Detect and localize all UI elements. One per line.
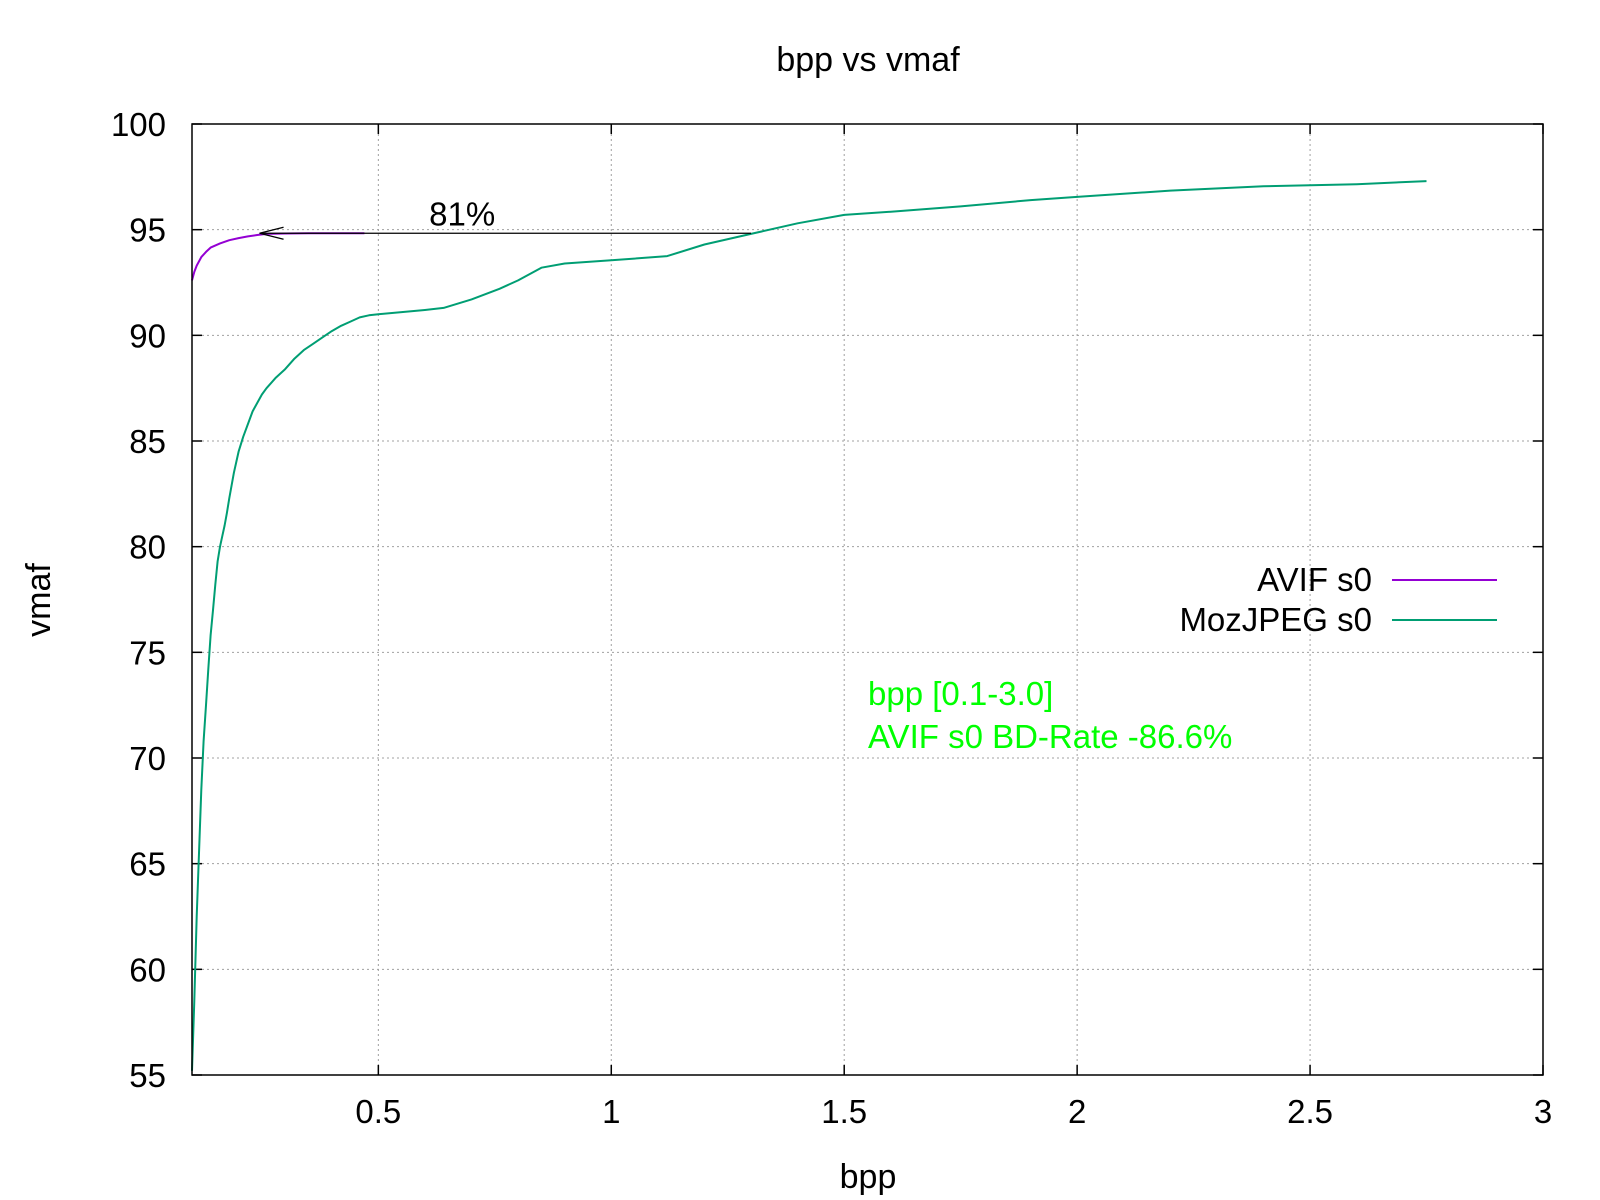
annotation-arrow-head <box>259 226 284 240</box>
y-tick-label: 70 <box>129 740 166 777</box>
series-line-mozjpeg <box>191 180 1427 1071</box>
legend-label: AVIF s0 <box>1257 561 1372 598</box>
series-line-avif <box>191 232 365 281</box>
y-tick-label: 90 <box>129 317 166 354</box>
grid-lines <box>192 124 1543 1075</box>
axis-ticks <box>192 123 1544 1076</box>
tick-labels: 0.5 1 1.5 2 2.5 3 55 60 65 70 75 80 85 90 95 100 <box>111 106 1552 1130</box>
x-tick-label: 2 <box>1068 1093 1086 1130</box>
y-tick-label: 65 <box>129 846 166 883</box>
x-axis-label: bpp <box>840 1158 897 1196</box>
y-tick-label: 100 <box>111 106 166 143</box>
y-tick-label: 60 <box>129 951 166 988</box>
y-tick-label: 75 <box>129 634 166 671</box>
legend-label: MozJPEG s0 <box>1179 601 1372 638</box>
x-tick-label: 3 <box>1534 1093 1552 1130</box>
x-tick-label: 0.5 <box>355 1093 401 1130</box>
annotations: 81% <box>259 195 752 240</box>
y-tick-label: 80 <box>129 529 166 566</box>
annotation-label: 81% <box>429 195 495 232</box>
y-tick-label: 85 <box>129 423 166 460</box>
x-tick-label: 1.5 <box>821 1093 867 1130</box>
chart-title: bpp vs vmaf <box>776 41 960 79</box>
y-tick-label: 95 <box>129 212 166 249</box>
bd-rate-value-note: AVIF s0 BD-Rate -86.6% <box>868 718 1232 755</box>
x-tick-label: 2.5 <box>1287 1093 1333 1130</box>
x-tick-label: 1 <box>602 1093 620 1130</box>
plot-frame <box>191 123 1544 1076</box>
bd-rate-range-note: bpp [0.1-3.0] <box>868 675 1053 712</box>
y-tick-label: 55 <box>129 1057 166 1094</box>
y-axis-label: vmaf <box>20 563 58 637</box>
